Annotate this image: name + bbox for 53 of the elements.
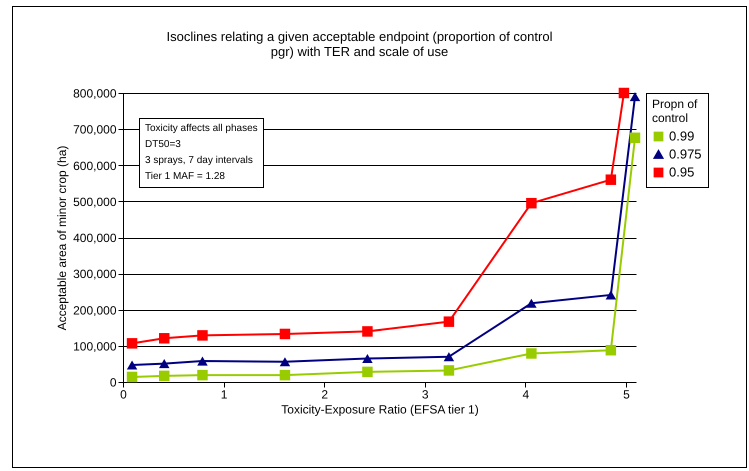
y-tick-label: 600,000 xyxy=(73,158,117,173)
point xyxy=(606,174,616,185)
point xyxy=(362,366,373,378)
x-tick-label: 2 xyxy=(321,388,328,402)
point xyxy=(280,357,290,366)
x-tick-label: 4 xyxy=(522,388,530,402)
y-tick-label: 500,000 xyxy=(73,194,117,209)
legend-label: 0.975 xyxy=(669,146,702,162)
point xyxy=(197,370,208,380)
point xyxy=(606,290,616,300)
point xyxy=(158,370,170,382)
y-tick-label: 800,000 xyxy=(73,86,117,100)
annotation: 3 sprays, 7 day intervals xyxy=(145,154,254,168)
point xyxy=(526,348,537,359)
x-tick-label: 1 xyxy=(220,388,228,402)
y-tick-label: 300,000 xyxy=(73,267,117,282)
point xyxy=(526,198,537,208)
point xyxy=(618,88,630,98)
point xyxy=(197,330,208,341)
annotation: DT50=3 xyxy=(145,138,182,152)
point xyxy=(630,132,640,144)
y-axis-title: Acceptable area of minor crop (ha) xyxy=(55,146,70,330)
point xyxy=(280,370,290,380)
x-tick-label: 0 xyxy=(120,388,128,402)
annotation: Toxicity affects all phases xyxy=(145,122,258,136)
chart-title: Isoclines relating a given acceptable endpoint (proportion of control pgr) with TER and scale of use xyxy=(166,29,553,59)
point xyxy=(362,354,373,364)
annotation: Tier 1 MAF = 1.28 xyxy=(145,170,226,184)
legend-label: 0.95 xyxy=(669,164,694,180)
point xyxy=(197,356,208,366)
x-tick-label: 5 xyxy=(623,388,630,402)
y-tick-label: 0 xyxy=(110,376,117,390)
point xyxy=(630,92,640,102)
point xyxy=(126,372,138,382)
point xyxy=(362,326,373,337)
point xyxy=(606,344,616,356)
point xyxy=(126,338,138,349)
x-axis-title: Toxicity-Exposure Ratio (EFSA tier 1) xyxy=(281,402,479,416)
y-tick-label: 700,000 xyxy=(73,122,117,137)
point xyxy=(526,298,537,308)
point xyxy=(444,365,454,376)
point xyxy=(126,360,138,370)
point xyxy=(444,352,454,362)
legend-title: Propn of control xyxy=(652,97,698,125)
y-tick-label: 200,000 xyxy=(73,303,117,318)
y-tick-label: 100,000 xyxy=(73,339,117,354)
point xyxy=(280,328,290,340)
y-tick-label: 400,000 xyxy=(73,231,117,245)
point xyxy=(158,359,170,368)
x-tick-label: 3 xyxy=(422,388,429,402)
point xyxy=(158,333,170,344)
point xyxy=(444,316,454,327)
legend-label: 0.99 xyxy=(669,128,694,144)
